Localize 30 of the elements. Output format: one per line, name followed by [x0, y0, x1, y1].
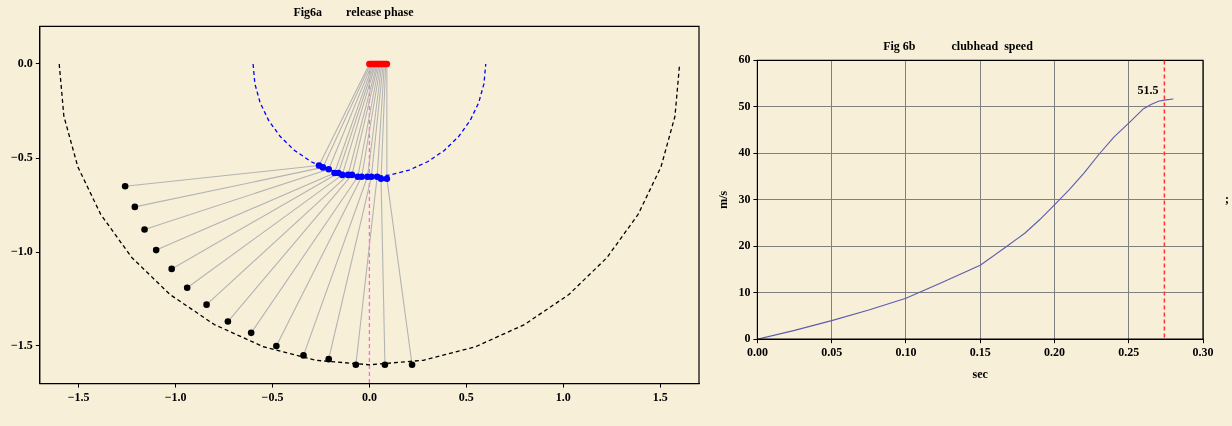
chart-title: Fig 6b clubhead speed: [883, 39, 1034, 54]
x-tick-label: 0.5: [458, 389, 474, 404]
x-tick-label: 0.30: [1192, 345, 1214, 360]
y-tick-label: 10: [738, 284, 751, 299]
x-tick-label: 0.0: [361, 389, 377, 404]
x-tick-label: 0.15: [969, 345, 991, 360]
annotation: 51.5: [1137, 82, 1159, 97]
y-tick-label: −0.5: [10, 150, 33, 165]
chart-title: Fig6a release phase: [293, 5, 415, 20]
x-tick-label: −0.5: [261, 389, 284, 404]
y-tick-label: 0: [744, 331, 751, 346]
y-tick-label: 50: [738, 98, 751, 113]
x-tick-label: −1.0: [164, 389, 187, 404]
x-tick-label: 0.25: [1118, 345, 1140, 360]
y-tick-label: −1.0: [10, 244, 33, 259]
text: ;: [1225, 191, 1229, 206]
x-tick-label: 1.0: [555, 389, 571, 404]
y-tick-label: 0.0: [17, 56, 33, 71]
x-tick-label: 0.10: [895, 345, 917, 360]
y-tick-label: 30: [738, 191, 751, 206]
x-tick-label: 0.00: [746, 345, 768, 360]
x-axis-title: sec: [972, 366, 989, 381]
y-tick-label: 40: [738, 145, 751, 160]
y-tick-label: 60: [738, 52, 751, 67]
x-tick-label: 1.5: [652, 389, 668, 404]
y-axis-title: m/s: [716, 190, 731, 209]
y-tick-label: 20: [738, 238, 751, 253]
x-tick-label: 0.20: [1043, 345, 1065, 360]
x-tick-label: −1.5: [67, 389, 90, 404]
x-tick-label: 0.05: [821, 345, 843, 360]
